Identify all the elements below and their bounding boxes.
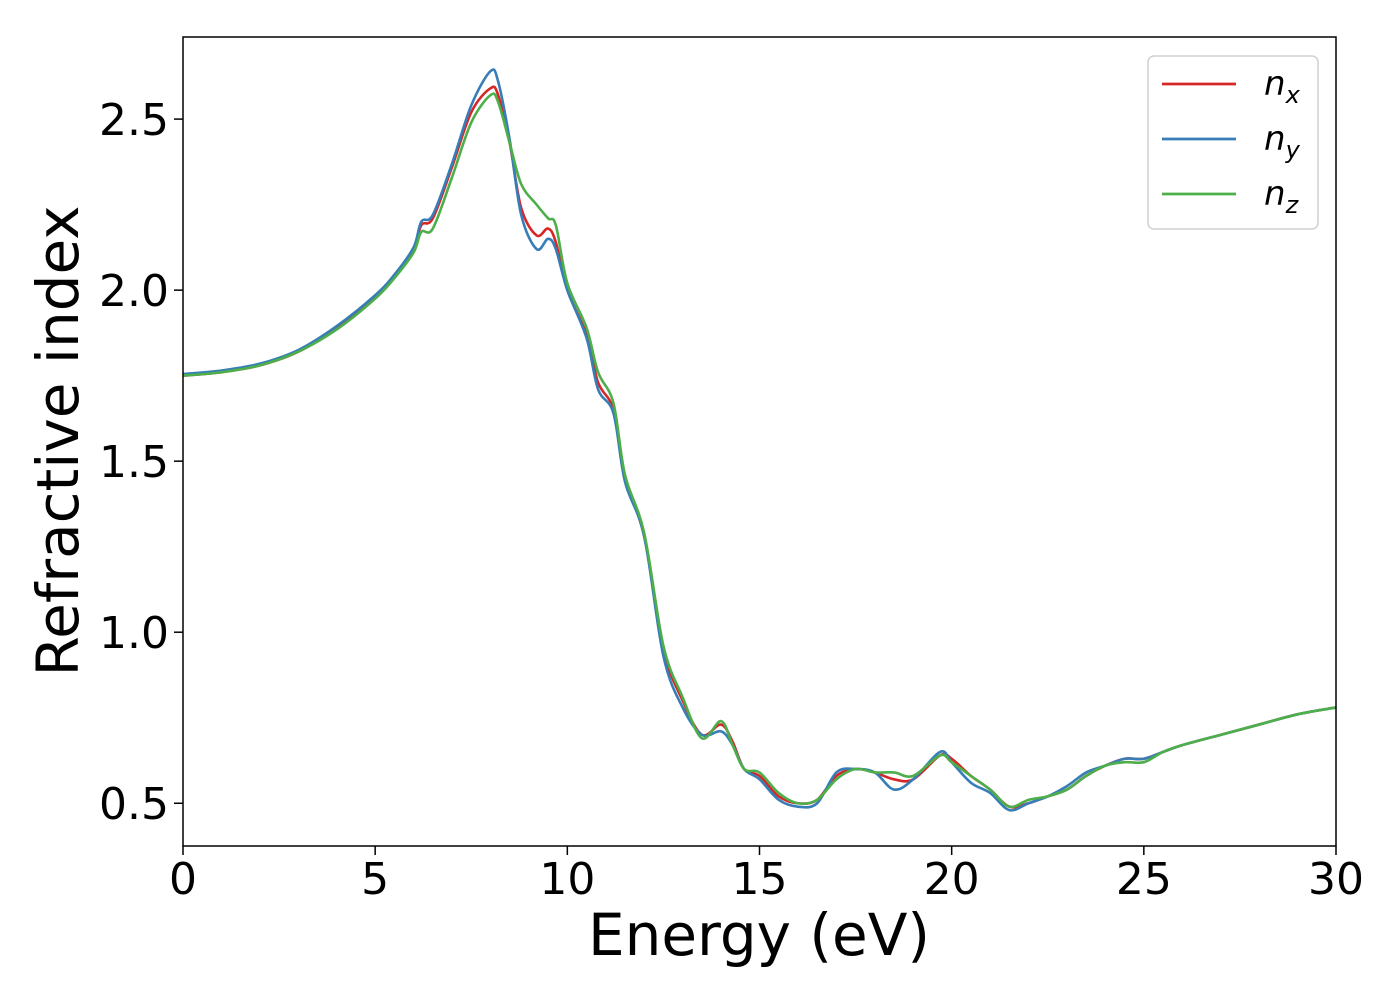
- x-axis: 0 5 10 15 20 25 30: [169, 846, 1364, 905]
- series-line-nz: [182, 92, 1337, 809]
- x-tick-label: 20: [924, 854, 980, 905]
- legend-label-subscript: z: [1285, 191, 1300, 219]
- legend-label-nx: nx: [1264, 64, 1301, 109]
- x-axis-label: Energy (eV): [588, 901, 930, 969]
- legend-label-main: n: [1264, 64, 1286, 104]
- legend-label-ny: ny: [1264, 119, 1301, 164]
- legend-frame: [1147, 55, 1319, 230]
- series-layer: [182, 68, 1337, 812]
- x-tick-label: 25: [1116, 854, 1172, 905]
- x-tick-label: 5: [361, 854, 389, 905]
- legend-label-main: n: [1264, 174, 1286, 214]
- x-tick-label: 10: [539, 854, 595, 905]
- legend-label-subscript: x: [1285, 81, 1301, 109]
- legend-label-subscript: y: [1285, 136, 1301, 164]
- y-tick-label: 2.5: [99, 95, 169, 146]
- x-tick-label: 15: [732, 854, 788, 905]
- y-axis: 0.5 1.0 1.5 2.0 2.5: [99, 95, 183, 830]
- x-tick-label: 30: [1308, 854, 1364, 905]
- legend-label-main: n: [1264, 119, 1286, 159]
- legend-label-nz: nz: [1264, 174, 1300, 219]
- x-tick-label: 0: [169, 854, 197, 905]
- y-tick-label: 0.5: [99, 779, 169, 830]
- y-tick-label: 2.0: [99, 266, 169, 317]
- series-line-ny: [182, 68, 1337, 812]
- y-axis-label: Refractive index: [24, 205, 92, 676]
- y-tick-label: 1.5: [99, 437, 169, 488]
- y-tick-label: 1.0: [99, 608, 169, 659]
